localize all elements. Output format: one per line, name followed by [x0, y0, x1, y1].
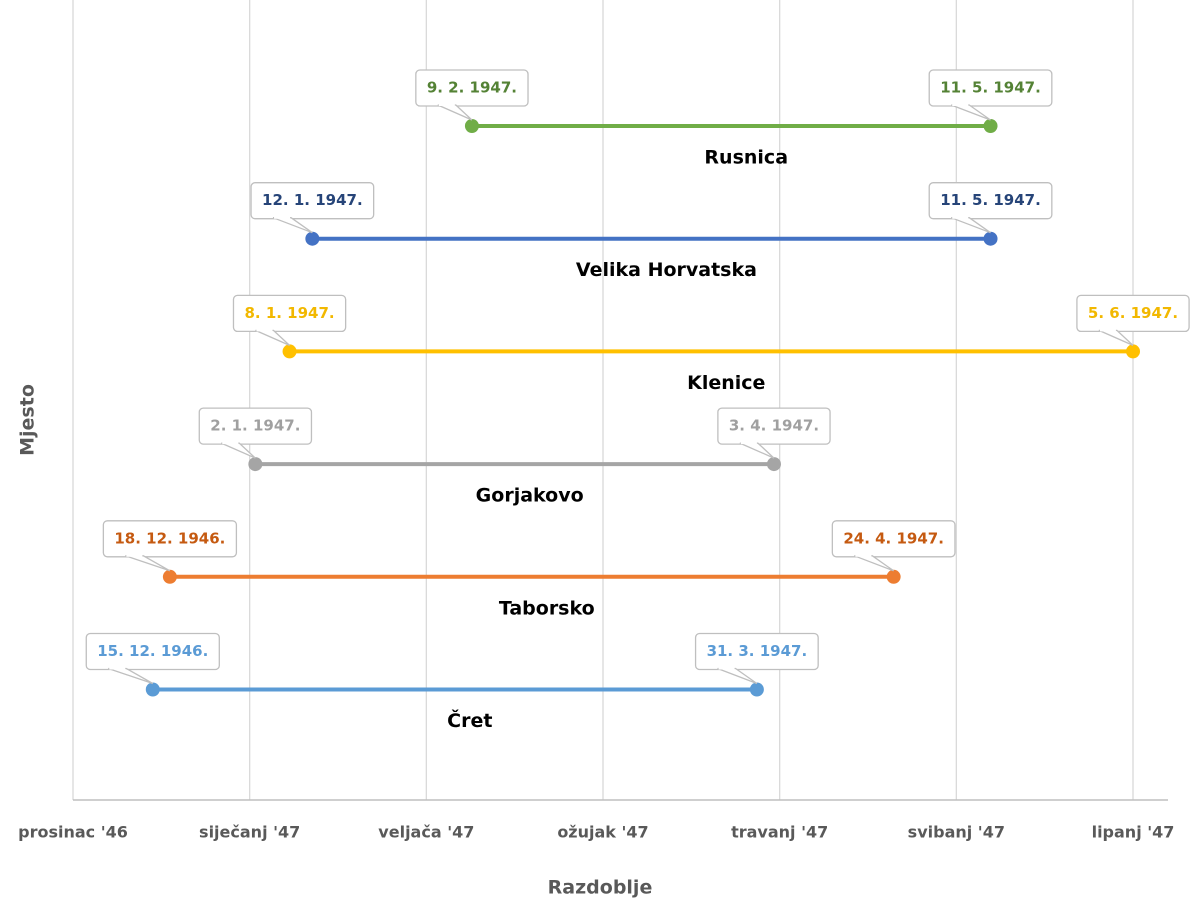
category-label: Gorjakovo	[476, 485, 584, 507]
x-tick-label: ožujak '47	[557, 823, 648, 842]
callout-tail	[1098, 329, 1134, 346]
data-label: 18. 12. 1946.	[114, 529, 225, 547]
callout-tail	[437, 104, 473, 121]
y-axis-title: Mjesto	[17, 384, 39, 456]
data-label: 11. 5. 1947.	[940, 79, 1041, 97]
x-axis-title: Razdoblje	[548, 877, 653, 899]
callout: 31. 3. 1947.	[694, 632, 819, 685]
data-label: 11. 5. 1947.	[940, 191, 1041, 209]
data-label: 2. 1. 1947.	[210, 417, 300, 435]
callout-box	[1076, 294, 1190, 333]
callout-box	[85, 632, 220, 671]
callout: 9. 2. 1947.	[415, 69, 529, 121]
category-label: Velika Horvatska	[576, 259, 757, 281]
callout: 5. 6. 1947.	[1076, 294, 1190, 346]
data-label: 9. 2. 1947.	[427, 79, 517, 97]
x-tick-label: veljača '47	[378, 823, 474, 842]
x-tick-label: travanj '47	[731, 823, 828, 842]
callout: 18. 12. 1946.	[102, 520, 238, 572]
range-point	[305, 231, 320, 246]
callout: 24. 4. 1947.	[831, 520, 956, 572]
range-point	[162, 569, 177, 584]
callout-box	[928, 69, 1053, 107]
callout-box	[198, 407, 313, 445]
range-point	[464, 119, 479, 133]
range-point	[983, 231, 998, 246]
callout: 2. 1. 1947.	[198, 407, 313, 459]
data-label: 12. 1. 1947.	[262, 191, 363, 209]
callout-box	[232, 294, 347, 333]
data-label: 5. 6. 1947.	[1088, 304, 1178, 322]
data-label: 15. 12. 1946.	[97, 642, 208, 660]
x-tick-label: svibanj '47	[908, 823, 1005, 842]
callout-tail	[108, 667, 154, 685]
callout: 8. 1. 1947.	[232, 294, 347, 346]
data-label: 31. 3. 1947.	[707, 642, 808, 660]
callout-box	[694, 632, 819, 671]
callout-tail	[125, 555, 171, 572]
x-tick-label: siječanj '47	[199, 823, 300, 842]
callout-box	[415, 69, 529, 107]
callout-box	[717, 407, 831, 445]
category-label: Taborsko	[499, 597, 595, 619]
callout: 11. 5. 1947.	[928, 69, 1053, 121]
callout-tail	[255, 329, 291, 346]
data-label: 8. 1. 1947.	[244, 304, 334, 322]
callout: 12. 1. 1947.	[250, 182, 375, 234]
grid	[72, 0, 1134, 800]
data-label: 3. 4. 1947.	[729, 417, 819, 435]
callout: 15. 12. 1946.	[85, 632, 220, 685]
callout: 3. 4. 1947.	[717, 407, 831, 459]
callout-box	[250, 182, 375, 220]
range-point	[749, 682, 764, 697]
callout-tail	[739, 442, 775, 459]
callout-box	[831, 520, 956, 558]
category-label: Čret	[447, 708, 492, 732]
range-point	[282, 344, 297, 359]
x-tick-label: lipanj '47	[1092, 823, 1175, 842]
callout-tail	[854, 555, 895, 572]
callout-tail	[950, 217, 991, 234]
callout-tail	[272, 217, 313, 234]
callout-tail	[717, 667, 758, 685]
range-point	[766, 457, 781, 472]
range-point	[983, 119, 998, 133]
data-label: 24. 4. 1947.	[843, 529, 944, 547]
category-label: Klenice	[687, 372, 765, 394]
range-point	[248, 457, 263, 472]
callout-box	[928, 182, 1053, 220]
callout-box	[102, 520, 238, 558]
category-label: Rusnica	[704, 147, 788, 169]
range-point	[886, 569, 901, 584]
callout-tail	[950, 104, 991, 121]
range-point	[145, 682, 160, 697]
x-tick-label: prosinac '46	[18, 823, 128, 842]
callout: 11. 5. 1947.	[928, 182, 1053, 234]
range-point	[1126, 344, 1140, 359]
